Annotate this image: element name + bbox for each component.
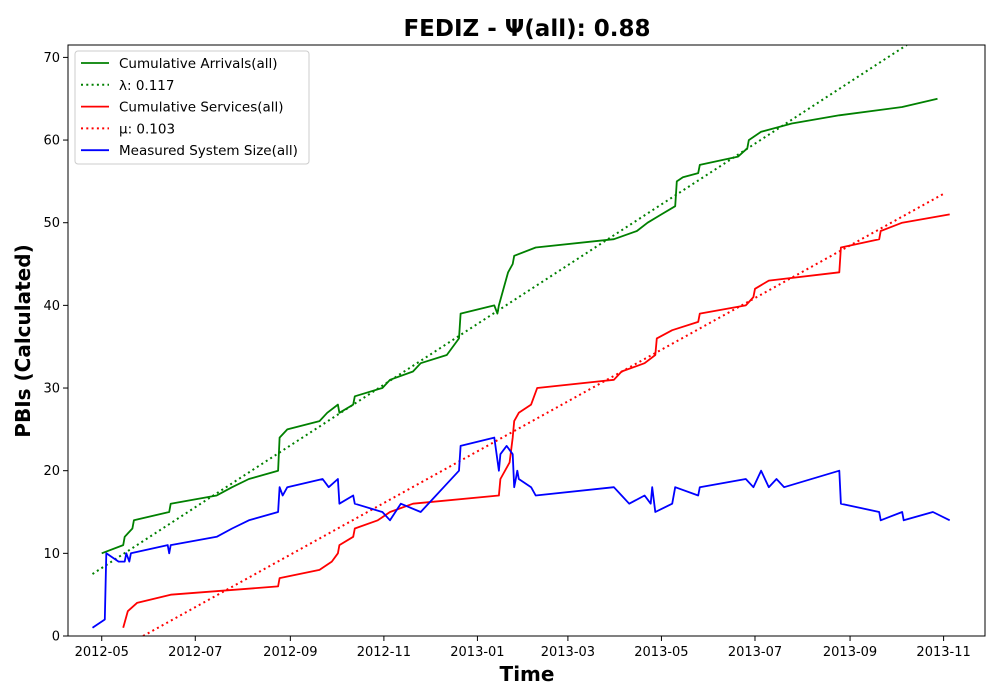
y-tick-label: 50 xyxy=(43,216,60,231)
x-tick-label: 2012-09 xyxy=(263,645,317,660)
y-tick-label: 20 xyxy=(43,464,60,479)
y-axis-label: PBIs (Calculated) xyxy=(11,244,35,437)
y-tick-label: 70 xyxy=(43,51,60,66)
legend: Cumulative Arrivals(all) λ: 0.117 Cumulati… xyxy=(74,50,310,165)
x-tick-label: 2013-03 xyxy=(541,645,595,660)
x-tick-label: 2013-11 xyxy=(916,645,970,660)
legend-box xyxy=(74,50,310,165)
series-line-5 xyxy=(92,436,951,629)
legend-entry: Cumulative Services(all) xyxy=(119,100,284,116)
x-tick-label: 2012-07 xyxy=(168,645,222,660)
legend-entry: Measured System Size(all) xyxy=(119,143,298,159)
chart-title: FEDIZ - Ψ(all): 0.88 xyxy=(403,16,650,42)
x-tick-label: 2013-07 xyxy=(728,645,782,660)
x-tick-label: 2012-11 xyxy=(357,645,411,660)
x-tick-label: 2013-05 xyxy=(634,645,688,660)
x-tick-label: 2012-05 xyxy=(75,645,129,660)
y-tick-label: 60 xyxy=(43,134,60,149)
axes: 2012-05 2012-07 2012-09 2012-11 2013-01 2013-… xyxy=(43,44,986,660)
y-tick-label: 10 xyxy=(43,547,60,562)
y-tick-label: 0 xyxy=(52,630,60,645)
plot-area xyxy=(91,45,951,636)
x-axis-label: Time xyxy=(500,662,555,686)
plot-frame xyxy=(67,44,986,637)
series-group xyxy=(91,45,951,636)
y-tick-label: 30 xyxy=(43,382,60,397)
series-line-3 xyxy=(122,213,950,628)
x-tick-label: 2013-01 xyxy=(450,645,504,660)
legend-entry: λ: 0.117 xyxy=(119,78,174,94)
x-tick-label: 2013-09 xyxy=(823,645,877,660)
y-tick-label: 40 xyxy=(43,299,60,314)
legend-entry: Cumulative Arrivals(all) xyxy=(119,56,278,72)
legend-entry: μ: 0.103 xyxy=(119,121,175,137)
series-line-4 xyxy=(142,192,945,636)
series-line-1 xyxy=(101,97,938,555)
